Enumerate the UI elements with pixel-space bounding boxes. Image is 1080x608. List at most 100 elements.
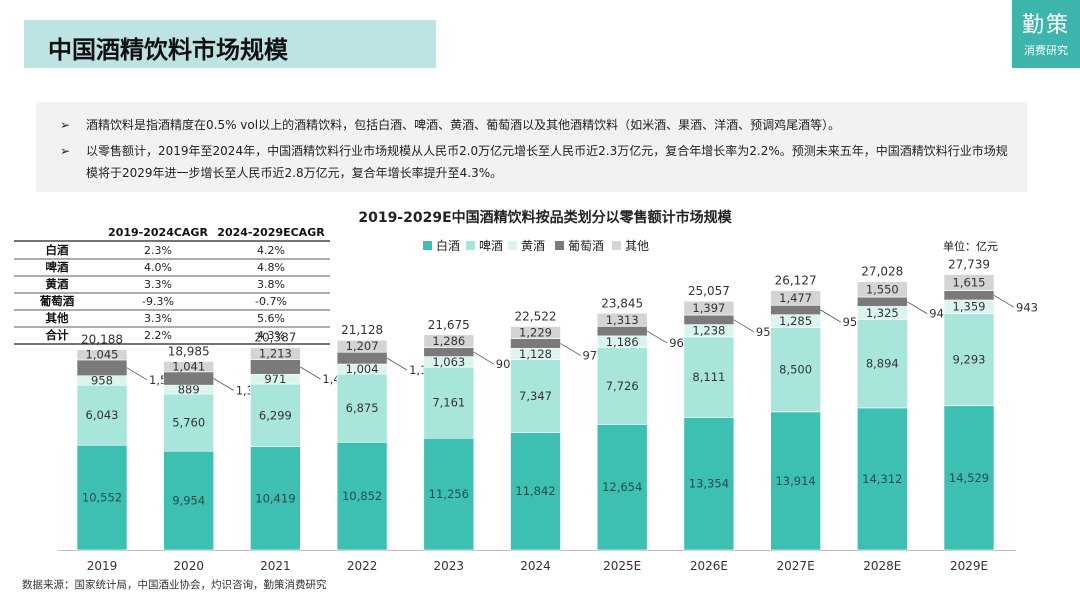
data-label-白酒-2022: 10,852: [342, 489, 382, 503]
legend-swatch-3: [508, 241, 517, 250]
cagr-row-label: 其他: [46, 311, 69, 325]
data-label-其他-2020: 1,041: [172, 360, 205, 374]
legend-label-5: 其他: [625, 239, 649, 253]
total-label-2022: 21,128: [341, 323, 383, 337]
x-tick-label-2021: 2021: [260, 559, 291, 573]
data-label-啤酒-2021: 6,299: [259, 408, 292, 422]
bar-segment-葡萄酒-2020: [163, 371, 214, 386]
legend-swatch-1: [423, 241, 432, 250]
data-label-黄酒-2027E: 1,285: [779, 314, 812, 328]
bar-segment-其他-2021: [250, 347, 301, 360]
data-label-白酒-2027E: 13,914: [775, 474, 815, 488]
bar-segment-啤酒-2024: [510, 359, 561, 433]
intro-text-2: 以零售额计，2019年至2024年，中国酒精饮料行业市场规模从人民币2.0万亿元…: [86, 144, 1008, 180]
total-label-2023: 21,675: [428, 318, 470, 332]
x-tick-label-2019: 2019: [87, 559, 118, 573]
data-label-白酒-2020: 9,954: [172, 494, 205, 508]
bar-segment-其他-2019: [76, 349, 128, 361]
data-label-其他-2029E: 1,615: [953, 276, 986, 290]
data-label-其他-2019: 1,045: [86, 348, 119, 362]
unit-label: 单位：亿元: [943, 239, 998, 253]
intro-bullet-2: ➢ 以零售额计，2019年至2024年，中国酒精饮料行业市场规模从人民币2.0万…: [60, 140, 1010, 184]
bar-segment-啤酒-2025E: [596, 347, 648, 425]
bar-segment-白酒-2021: [250, 446, 301, 551]
data-label-其他-2024: 1,229: [519, 325, 552, 339]
bar-segment-其他-2022: [336, 339, 388, 353]
total-label-2029E: 27,739: [948, 258, 990, 272]
data-label-啤酒-2028E: 8,894: [866, 357, 899, 371]
cagr-value-2024-2029: 3.8%: [257, 278, 285, 291]
data-label-其他-2028E: 1,550: [866, 282, 899, 296]
legend-swatch-5: [612, 241, 621, 250]
bar-segment-白酒-2019: [76, 444, 128, 551]
bars: 10,5526,0439581,0451,59020,18820199,9545…: [58, 258, 1038, 573]
wine-callout-line-2019: [126, 367, 148, 381]
wine-callout-line-2026E: [733, 319, 755, 333]
data-label-白酒-2026E: 13,354: [689, 477, 729, 491]
bar-segment-白酒-2028E: [856, 407, 908, 551]
source-note: 数据来源：国家统计局，中国酒业协会，灼识咨询，勤策消费研究: [22, 579, 327, 591]
cagr-value-2019-2024: 2.3%: [144, 244, 172, 257]
cagr-row-label: 葡萄酒: [39, 294, 75, 308]
data-label-白酒-2019: 10,552: [82, 491, 122, 505]
bar-segment-葡萄酒-2028E: [856, 296, 908, 307]
x-tick-label-2029E: 2029E: [950, 559, 988, 573]
data-label-黄酒-2021: 971: [264, 372, 286, 386]
bar-segment-啤酒-2019: [76, 384, 128, 446]
cagr-value-2024-2029: 4.8%: [257, 261, 285, 274]
data-label-白酒-2023: 11,256: [429, 487, 469, 501]
bar-segment-葡萄酒-2027E: [770, 304, 821, 316]
bullet-arrow-icon: ➢: [60, 144, 71, 158]
bar-segment-葡萄酒-2019: [76, 359, 128, 377]
data-label-黄酒-2025E: 1,186: [606, 335, 639, 349]
cagr-table: 2019-2024CAGR 2024-2029ECAGR 白酒 2.3% 4.2% 啤酒 4…: [14, 226, 330, 345]
data-label-啤酒-2023: 7,161: [432, 396, 465, 410]
total-label-2024: 22,522: [515, 309, 557, 323]
legend-label-3: 黄酒: [521, 239, 545, 253]
total-label-2027E: 26,127: [775, 274, 817, 288]
bar-segment-其他-2024: [510, 326, 561, 339]
data-label-白酒-2028E: 14,312: [862, 472, 902, 486]
data-label-其他-2023: 1,286: [432, 334, 465, 348]
bar-segment-啤酒-2029E: [943, 313, 995, 407]
cagr-header-2: 2024-2029ECAGR: [217, 226, 325, 239]
wine-callout-line-2028E: [907, 301, 928, 315]
wine-callout-line-2027E: [820, 309, 841, 323]
legend-label-2: 啤酒: [479, 238, 503, 253]
data-label-啤酒-2022: 6,875: [346, 401, 379, 415]
data-label-啤酒-2025E: 7,726: [606, 379, 639, 393]
total-label-2025E: 23,845: [601, 296, 643, 310]
data-label-其他-2026E: 1,397: [692, 301, 725, 315]
data-label-白酒-2024: 11,842: [515, 484, 555, 498]
wine-callout-line-2020: [213, 378, 234, 391]
x-tick-label-2024: 2024: [520, 559, 551, 573]
chart-legend: 白酒 啤酒 黄酒 葡萄酒 其他: [423, 238, 649, 253]
bar-segment-啤酒-2028E: [856, 319, 908, 409]
data-label-黄酒-2022: 1,004: [346, 362, 379, 376]
cagr-header-1: 2019-2024CAGR: [108, 226, 208, 239]
bar-segment-葡萄酒-2022: [336, 351, 388, 365]
bar-segment-其他-2029E: [943, 274, 995, 291]
wine-callout-line-2029E: [993, 294, 1015, 308]
wine-callout-line-2023: [473, 351, 495, 365]
data-label-啤酒-2024: 7,347: [519, 389, 552, 403]
bar-segment-白酒-2020: [163, 450, 214, 551]
bar-segment-啤酒-2021: [250, 383, 301, 447]
cagr-value-2019-2024: 4.0%: [144, 261, 172, 274]
data-label-啤酒-2026E: 8,111: [692, 370, 725, 384]
data-label-白酒-2029E: 14,529: [949, 471, 989, 485]
intro-text-1: 酒精饮料是指酒精度在0.5% vol以上的酒精饮料，包括白酒、啤酒、黄酒、葡萄酒…: [86, 118, 841, 132]
data-label-其他-2025E: 1,313: [606, 313, 639, 327]
x-tick-label-2023: 2023: [434, 559, 465, 573]
bar-segment-葡萄酒-2029E: [943, 290, 995, 301]
total-label-2026E: 25,057: [688, 284, 730, 298]
cagr-value-2024-2029: -0.7%: [255, 295, 287, 308]
cagr-value-2019-2024: 3.3%: [144, 312, 172, 325]
data-label-黄酒-2029E: 1,359: [953, 300, 986, 314]
cagr-row-label: 合计: [46, 328, 69, 342]
cagr-value-2019-2024: 3.3%: [144, 278, 172, 291]
bar-segment-葡萄酒-2025E: [596, 325, 648, 337]
bar-segment-其他-2023: [423, 334, 475, 348]
x-tick-label-2028E: 2028E: [863, 559, 901, 573]
intro-panel: ➢ 酒精饮料是指酒精度在0.5% vol以上的酒精饮料，包括白酒、啤酒、黄酒、葡…: [36, 102, 1027, 192]
